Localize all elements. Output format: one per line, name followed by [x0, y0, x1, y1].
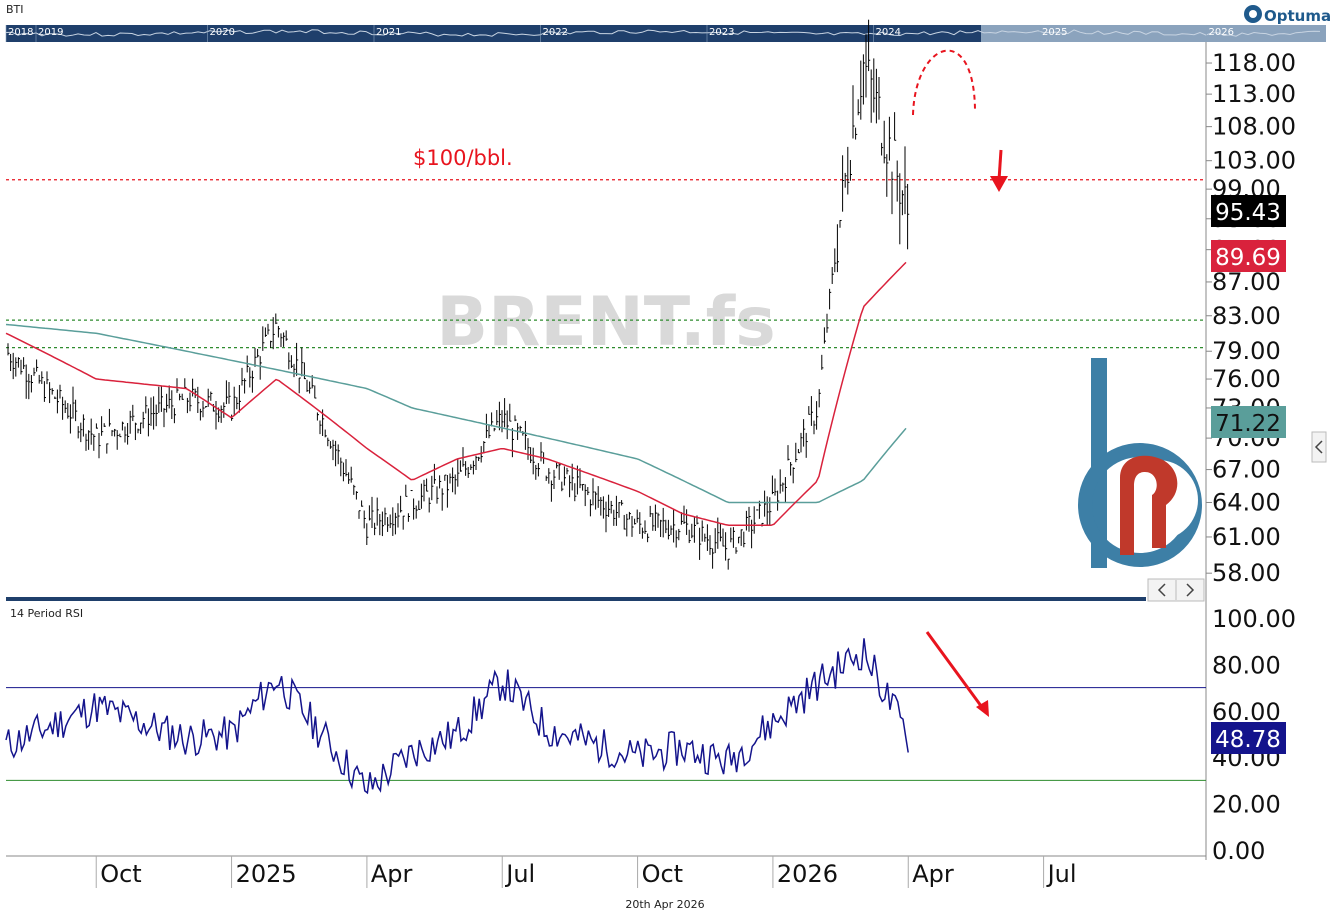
tag-last-price-text: 95.43 — [1215, 200, 1281, 226]
rsi-title: 14 Period RSI — [10, 607, 83, 620]
x-tick-label: Apr — [371, 860, 413, 888]
time-x-axis: Oct 2025 Apr Jul Oct 2026 Apr Jul — [95, 856, 1077, 888]
overview-year-label: 2025 — [1042, 27, 1067, 38]
x-tick-label: 2025 — [236, 860, 297, 888]
symbol-label: BTI — [6, 3, 24, 16]
y-tick-label: 103.00 — [1212, 147, 1296, 175]
brand-label: Optuma — [1264, 7, 1331, 25]
overview-year-label: 2018 — [8, 27, 33, 38]
rsi-tick-label: 100.00 — [1212, 605, 1296, 633]
top-arc-annotation — [912, 49, 976, 116]
reference-lines — [6, 179, 1206, 349]
ma-slow-line — [5, 323, 907, 504]
y-tick-label: 67.00 — [1212, 456, 1281, 484]
tag-ma-fast: 89.69 — [1211, 240, 1286, 272]
overview-year-labels: 2018 2019 2020 2021 2022 2023 2024 2025 2026 — [5, 25, 1234, 42]
watermark: BRENT.fs — [436, 283, 776, 362]
scroll-right-icon — [1186, 583, 1195, 597]
overview-year-label: 2026 — [1209, 27, 1234, 38]
tag-ma-slow-text: 71.22 — [1215, 411, 1281, 437]
optuma-logo: Optuma — [1244, 5, 1331, 25]
logo-mark — [1120, 455, 1178, 555]
footer-date: 20th Apr 2026 — [625, 898, 704, 911]
side-expand-control[interactable] — [1311, 431, 1327, 463]
y-tick-label: 108.00 — [1212, 113, 1296, 141]
y-tick-label: 113.00 — [1212, 80, 1296, 108]
ma-fast-line — [5, 261, 907, 527]
overview-year-label: 2020 — [210, 27, 235, 38]
price-bars — [7, 19, 910, 570]
y-tick-label: 118.00 — [1212, 49, 1296, 77]
tag-rsi-text: 48.78 — [1215, 727, 1281, 753]
overview-year-label: 2021 — [376, 27, 401, 38]
y-tick-label: 76.00 — [1212, 365, 1281, 393]
overview-year-label: 2022 — [543, 27, 568, 38]
overview-navigator-future[interactable] — [981, 25, 1326, 42]
rsi-tick-label: 80.00 — [1212, 651, 1281, 679]
x-tick-label: Jul — [504, 860, 535, 888]
panel-divider[interactable] — [6, 597, 1146, 601]
rsi-tick-label: 0.00 — [1212, 837, 1265, 865]
x-tick-label: Apr — [912, 860, 954, 888]
tag-ma-slow: 71.22 — [1211, 406, 1286, 438]
expand-left-icon — [1314, 440, 1323, 454]
y-tick-label: 61.00 — [1212, 523, 1281, 551]
brand-logo — [1078, 358, 1202, 568]
scroll-controls[interactable] — [1147, 578, 1205, 602]
y-tick-label: 64.00 — [1212, 488, 1281, 516]
y-tick-label: 58.00 — [1212, 559, 1281, 587]
tag-rsi: 48.78 — [1211, 722, 1286, 754]
rsi-arrow-head — [976, 700, 989, 717]
overview-navigator[interactable] — [6, 25, 981, 42]
down-arrow-annotation — [990, 149, 1008, 192]
annotation-100-label: $100/bbl. — [413, 146, 513, 170]
rsi-reference-lines — [6, 687, 1206, 781]
scroll-left-icon — [1157, 583, 1166, 597]
x-tick-label: Oct — [642, 860, 684, 888]
tag-ma-fast-text: 89.69 — [1215, 245, 1281, 271]
rsi-tick-label: 60.00 — [1212, 698, 1281, 726]
rsi-arrow-line — [925, 631, 986, 711]
tag-last-price: 95.43 — [1211, 195, 1286, 227]
overview-year-label: 2023 — [709, 27, 734, 38]
overview-price-line — [5, 29, 1321, 37]
rsi-line — [5, 638, 909, 795]
x-tick-label: 2026 — [777, 860, 838, 888]
rsi-tick-label: 20.00 — [1212, 791, 1281, 819]
overview-year-label: 2019 — [38, 27, 63, 38]
y-tick-label: 79.00 — [1212, 337, 1281, 365]
x-tick-label: Oct — [100, 860, 141, 888]
y-tick-label: 87.00 — [1212, 268, 1281, 296]
x-tick-label: Jul — [1046, 860, 1077, 888]
overview-year-label: 2024 — [876, 27, 901, 38]
price-y-axis: 118.00113.00108.00103.0099.0095.0091.008… — [1206, 49, 1296, 587]
y-tick-label: 83.00 — [1212, 302, 1281, 330]
